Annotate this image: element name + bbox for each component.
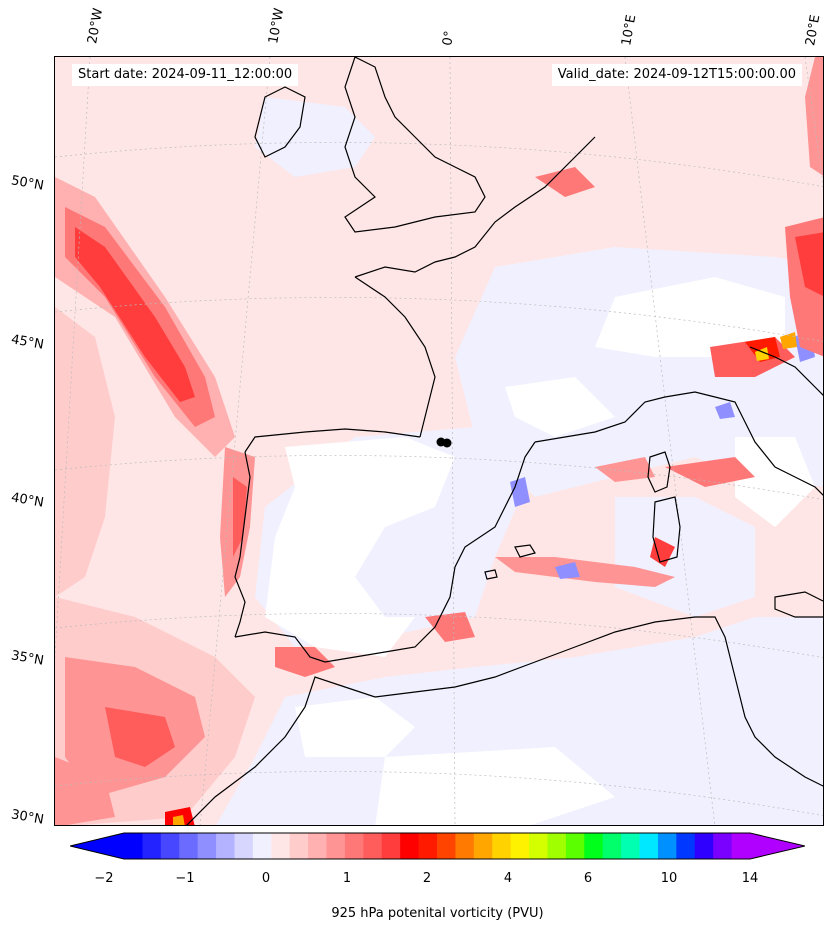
colorbar-swatch [344,833,364,859]
cb-tick-10: 10 [660,871,678,886]
lon-label-20e: 20°E [803,13,824,47]
pv-field-map [55,57,823,825]
gridlines [55,57,823,825]
colorbar-swatch [529,833,548,859]
lat-label-45n: 45°N [9,332,45,353]
colorbar-swatch [160,833,180,859]
atlantic-pv-band [55,177,235,597]
colorbar-swatch [179,833,199,859]
colorbar-swatch [473,833,493,859]
colorbar-extend-max [750,833,805,859]
lat-label-35n: 35°N [9,648,45,669]
cb-tick-m2: −2 [94,871,114,886]
colorbar-swatch [289,833,309,859]
lat-label-50n: 50°N [9,173,45,194]
colorbar-swatch [602,833,622,859]
coast-britain [344,57,486,233]
colorbar-swatch [124,833,143,859]
valid-date-label: Valid_date: 2024-09-12T15:00:00.00 [551,64,802,86]
colorbar-label: 925 hPa potenital vorticity (PVU) [331,906,544,921]
colorbar-swatch [418,833,438,859]
colorbar-swatch [234,833,254,859]
cb-tick-0: 0 [261,871,271,886]
colorbar-swatch [547,833,567,859]
lat-label-30n: 30°N [9,807,45,828]
colorbar [70,832,805,860]
coast-italy [714,396,823,496]
colorbar-swatch [308,833,328,859]
lat-label-40n: 40°N [9,490,45,511]
colorbar-swatch [510,833,530,859]
negative-patches [510,327,815,579]
cb-tick-m1: −1 [175,871,195,886]
colorbar-swatch [731,833,751,859]
lon-label-0: 0° [440,29,458,47]
coast-sardinia [652,496,681,563]
colorbar-swatch [197,833,217,859]
colorbar-swatch [713,833,733,859]
bottom-left-intense [165,807,195,825]
coast-portugal [234,451,251,638]
coast-north-africa [186,616,823,825]
coast-adriatic [749,346,823,396]
cb-tick-1: 1 [342,871,352,886]
cb-tick-2: 2 [422,871,432,886]
southwest-pv-area [55,597,255,825]
coast-spain-north [244,428,421,453]
coast-sicily [774,591,823,618]
colorbar-swatch [216,833,235,859]
colorbar-swatch [694,833,714,859]
colorbar-swatch [326,833,346,859]
coast-ireland [254,86,306,158]
coast-france-south [534,391,716,443]
colorbar-swatch [400,833,420,859]
colorbar-swatch [492,833,512,859]
colorbar-swatch [271,833,291,859]
cb-tick-14: 14 [741,871,759,886]
start-date-label: Start date: 2024-09-11_12:00:00 [72,64,299,86]
colorbar-swatch [252,833,272,859]
colorbar-extend-min [70,833,124,859]
coast-france-north [354,136,596,278]
colorbar-swatch [657,833,677,859]
iberia-coast-pv [220,447,255,597]
lon-label-20w: 20°W [85,7,107,46]
colorbar-outline [70,832,805,860]
coast-balearic-2 [484,569,498,580]
colorbar-swatch [455,833,475,859]
colorbar-swatch [363,833,383,859]
coast-france-west [354,276,436,438]
location-marker [436,437,452,448]
colorbar-swatch [584,833,604,859]
map-panel[interactable] [54,56,824,826]
lon-label-10w: 10°W [266,7,288,46]
lon-label-10e: 10°E [619,13,640,47]
colorbar-swatch [437,833,456,859]
alboran-pv [275,612,475,677]
colorbar-swatch [639,833,659,859]
colorbar-swatch [565,833,585,859]
coast-corsica [647,451,671,493]
coastlines [186,57,823,825]
colorbar-swatch [621,833,641,859]
colorbar-swatch [676,833,696,859]
colorbar-swatch [381,833,401,859]
cb-tick-6: 6 [583,871,593,886]
cb-tick-4: 4 [503,871,513,886]
coast-spain-south [234,441,536,663]
zero-pv-areas [265,277,815,825]
mediterranean-pv [495,167,755,587]
coast-balearic [514,544,536,558]
colorbar-swatch [142,833,162,859]
